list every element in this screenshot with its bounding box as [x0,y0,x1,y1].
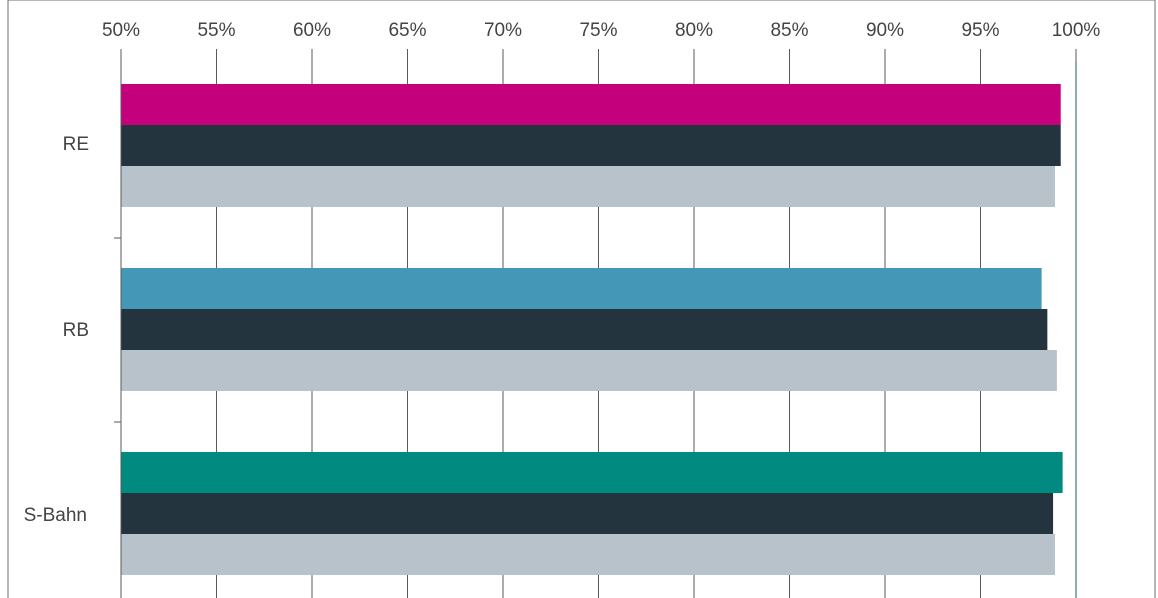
axes [114,49,1077,598]
x-tick-label: 50% [102,20,140,41]
bar-rb-3 [121,350,1057,391]
x-tick-label: 55% [197,20,235,41]
x-tick-label: 90% [866,20,904,41]
bar-re-3 [121,166,1055,207]
bar-s-bahn-2 [121,493,1054,534]
x-tick-label: 65% [388,20,426,41]
bar-s-bahn-3 [121,534,1055,575]
x-tick-label: 75% [579,20,617,41]
bar-s-bahn-1 [121,452,1063,493]
bar-re-1 [121,84,1061,125]
chart-frame [7,0,1156,598]
bars [121,84,1063,575]
x-tick-label: 80% [675,20,713,41]
bar-rb-1 [121,268,1042,309]
bar-re-2 [121,125,1061,166]
category-label: RE [63,134,89,155]
x-tick-label: 100% [1052,20,1101,41]
x-tick-label: 85% [770,20,808,41]
bar-rb-2 [121,309,1048,350]
x-tick-label: 95% [961,20,999,41]
category-label: RB [63,320,89,341]
x-tick-label: 60% [293,20,331,41]
labels: 50% 55% 60% 65% 70% 75% 80% 85% 90% 95% 100% RE RB S-… [24,20,1101,526]
category-label: S-Bahn [24,505,87,526]
x-tick-label: 70% [484,20,522,41]
